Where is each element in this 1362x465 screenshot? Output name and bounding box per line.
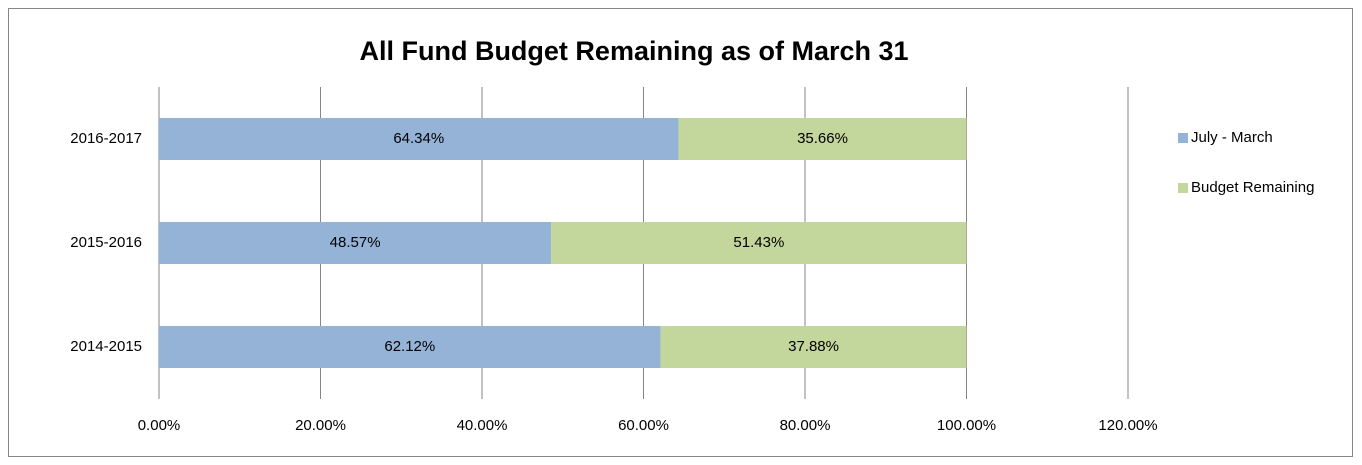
legend-swatch bbox=[1178, 183, 1188, 193]
data-label: 37.88% bbox=[788, 338, 839, 355]
data-label: 51.43% bbox=[733, 234, 784, 251]
data-label: 35.66% bbox=[797, 130, 848, 147]
bar-segment bbox=[551, 222, 967, 264]
y-tick-label: 2014-2015 bbox=[70, 338, 142, 355]
bar-segment bbox=[678, 118, 967, 160]
x-tick-label: 0.00% bbox=[138, 417, 181, 434]
bar-segment bbox=[660, 326, 967, 368]
bar-segment bbox=[159, 118, 679, 160]
y-tick-label: 2015-2016 bbox=[70, 234, 142, 251]
bar-segment bbox=[159, 326, 661, 368]
data-label: 62.12% bbox=[384, 338, 435, 355]
x-tick-label: 60.00% bbox=[618, 417, 669, 434]
y-tick-label: 2016-2017 bbox=[70, 130, 142, 147]
x-tick-label: 120.00% bbox=[1098, 417, 1157, 434]
data-label: 64.34% bbox=[393, 130, 444, 147]
bar-segment bbox=[159, 222, 552, 264]
data-label: 48.57% bbox=[330, 234, 381, 251]
x-tick-label: 100.00% bbox=[937, 417, 996, 434]
legend-label: July - March bbox=[1191, 129, 1273, 146]
chart-title: All Fund Budget Remaining as of March 31 bbox=[359, 36, 908, 66]
x-tick-label: 20.00% bbox=[295, 417, 346, 434]
x-tick-label: 40.00% bbox=[457, 417, 508, 434]
legend-swatch bbox=[1178, 133, 1188, 143]
x-tick-label: 80.00% bbox=[780, 417, 831, 434]
legend-label: Budget Remaining bbox=[1191, 179, 1314, 196]
